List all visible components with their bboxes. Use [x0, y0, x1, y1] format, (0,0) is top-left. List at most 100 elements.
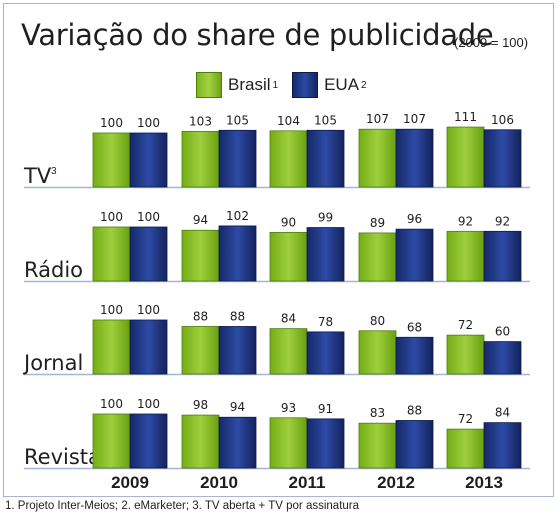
x-tick-label-2010: 2010 — [200, 473, 238, 492]
data-label-radio-brasil-2013: 92 — [458, 214, 473, 228]
bar-tv-eua-2012 — [395, 128, 434, 188]
bar-jornal-brasil-2010 — [181, 326, 220, 375]
bar-revista-eua-2010 — [218, 416, 257, 469]
legend-sup-brasil: 1 — [272, 79, 279, 91]
data-label-jornal-brasil-2013: 72 — [458, 318, 473, 332]
bar-revista-eua-2013 — [483, 422, 522, 469]
bar-revista-eua-2009 — [129, 413, 168, 469]
legend-item-brasil: Brasil 1 — [196, 72, 278, 98]
data-label-jornal-eua-2012: 68 — [407, 320, 422, 334]
footnote: 1. Projeto Inter-Meios; 2. eMarketer; 3.… — [5, 500, 360, 512]
panel-label-radio: Rádio — [24, 258, 83, 282]
data-label-jornal-eua-2011: 78 — [318, 315, 333, 329]
data-label-revista-brasil-2011: 93 — [281, 401, 296, 415]
legend: Brasil 1 EUA 2 — [196, 72, 381, 98]
bar-jornal-eua-2013 — [483, 341, 522, 375]
bar-tv-eua-2011 — [306, 129, 345, 188]
bar-tv-eua-2013 — [483, 129, 522, 188]
legend-item-eua: EUA 2 — [292, 72, 367, 98]
legend-sup-eua: 2 — [361, 79, 367, 91]
legend-swatch-eua — [292, 72, 319, 98]
panel-label-jornal: Jornal — [22, 351, 83, 375]
data-label-jornal-eua-2009: 100 — [137, 303, 160, 317]
data-label-radio-eua-2009: 100 — [137, 210, 160, 224]
bar-radio-eua-2011 — [306, 227, 345, 282]
bar-radio-brasil-2009 — [92, 226, 131, 282]
legend-label-brasil: Brasil — [228, 75, 271, 94]
data-label-revista-eua-2011: 91 — [318, 402, 333, 416]
data-label-revista-eua-2013: 84 — [495, 406, 510, 420]
chart-title: Variação do share de publicidade — [21, 18, 494, 52]
bar-jornal-eua-2011 — [306, 331, 345, 375]
data-label-tv-eua-2012: 107 — [403, 112, 426, 126]
data-label-jornal-brasil-2009: 100 — [100, 303, 123, 317]
data-label-revista-brasil-2010: 98 — [193, 398, 208, 412]
panel-label-tv: TV — [23, 164, 52, 188]
data-label-radio-eua-2011: 99 — [318, 211, 333, 225]
data-label-revista-eua-2009: 100 — [137, 397, 160, 411]
data-label-tv-eua-2011: 105 — [314, 113, 337, 127]
data-label-radio-brasil-2011: 90 — [281, 215, 296, 229]
bar-revista-brasil-2011 — [269, 417, 308, 469]
data-label-radio-brasil-2010: 94 — [193, 213, 208, 227]
x-tick-label-2009: 2009 — [111, 473, 149, 492]
data-label-tv-brasil-2013: 111 — [454, 110, 477, 124]
bar-revista-brasil-2009 — [92, 413, 131, 469]
bar-jornal-brasil-2011 — [269, 328, 308, 375]
bar-jornal-eua-2009 — [129, 319, 168, 375]
bar-tv-eua-2010 — [218, 129, 257, 188]
data-label-jornal-eua-2010: 88 — [230, 309, 245, 323]
data-label-tv-eua-2010: 105 — [226, 113, 249, 127]
data-label-radio-brasil-2012: 89 — [370, 216, 385, 230]
data-label-revista-brasil-2012: 83 — [370, 406, 385, 420]
data-label-revista-brasil-2009: 100 — [100, 397, 123, 411]
bar-revista-brasil-2010 — [181, 414, 220, 469]
x-tick-label-2013: 2013 — [465, 473, 503, 492]
bar-revista-eua-2012 — [395, 420, 434, 469]
data-label-revista-eua-2012: 88 — [407, 403, 422, 417]
bar-radio-brasil-2011 — [269, 231, 308, 282]
bar-radio-brasil-2012 — [358, 232, 397, 282]
data-label-tv-brasil-2009: 100 — [100, 116, 123, 130]
data-label-jornal-brasil-2010: 88 — [193, 309, 208, 323]
data-label-tv-eua-2013: 106 — [491, 113, 514, 127]
bar-tv-brasil-2009 — [92, 132, 131, 188]
bar-radio-brasil-2010 — [181, 229, 220, 282]
bar-revista-eua-2011 — [306, 418, 345, 469]
data-label-jornal-eua-2013: 60 — [495, 325, 510, 339]
bar-jornal-brasil-2012 — [358, 330, 397, 375]
legend-label-eua: EUA — [324, 75, 360, 94]
base-year-note: (2009 = 100) — [454, 35, 529, 50]
data-label-tv-eua-2009: 100 — [137, 116, 160, 130]
x-tick-label-2012: 2012 — [377, 473, 415, 492]
bar-radio-eua-2010 — [218, 225, 257, 282]
data-label-radio-eua-2013: 92 — [495, 214, 510, 228]
x-tick-label-2011: 2011 — [289, 473, 326, 492]
data-label-radio-eua-2010: 102 — [226, 209, 249, 223]
data-label-tv-brasil-2012: 107 — [366, 112, 389, 126]
bar-radio-brasil-2013 — [446, 230, 485, 282]
data-label-jornal-brasil-2011: 84 — [281, 312, 296, 326]
data-label-radio-brasil-2009: 100 — [100, 210, 123, 224]
data-label-revista-brasil-2013: 72 — [458, 412, 473, 426]
data-label-tv-brasil-2010: 103 — [189, 114, 212, 128]
bar-jornal-eua-2012 — [395, 336, 434, 375]
data-label-tv-brasil-2011: 104 — [277, 114, 300, 128]
legend-swatch-brasil — [196, 72, 222, 98]
bar-radio-eua-2013 — [483, 230, 522, 282]
data-label-radio-eua-2012: 96 — [407, 212, 422, 226]
bar-radio-eua-2012 — [395, 228, 434, 282]
bar-jornal-brasil-2009 — [92, 319, 131, 375]
bar-revista-brasil-2013 — [446, 428, 485, 469]
chart-frame — [3, 3, 554, 497]
bar-jornal-eua-2010 — [218, 326, 257, 375]
bar-revista-brasil-2012 — [358, 422, 397, 469]
bar-tv-brasil-2010 — [181, 130, 220, 188]
bar-tv-brasil-2011 — [269, 130, 308, 188]
bar-radio-eua-2009 — [129, 226, 168, 282]
bar-tv-brasil-2013 — [446, 126, 485, 188]
data-label-revista-eua-2010: 94 — [230, 400, 245, 414]
data-label-jornal-brasil-2012: 80 — [370, 314, 385, 328]
bar-tv-brasil-2012 — [358, 128, 397, 188]
